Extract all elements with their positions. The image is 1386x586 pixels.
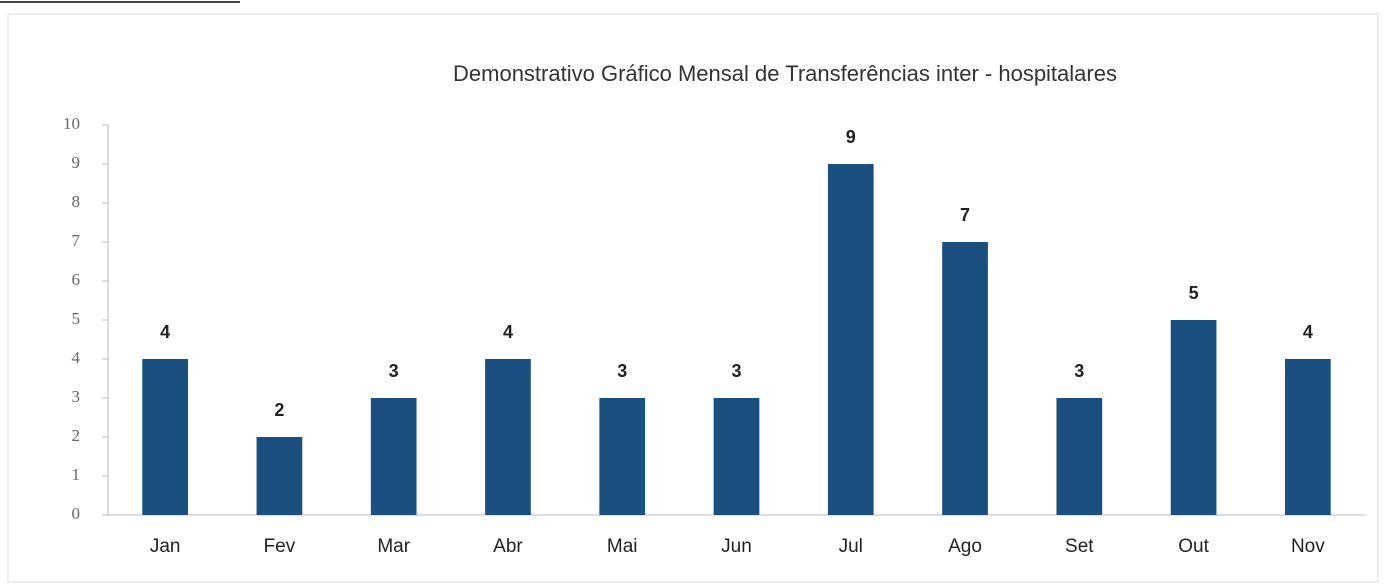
y-tick-label: 5 <box>72 309 81 328</box>
x-tick-label: Mar <box>377 536 410 557</box>
y-tick-label: 3 <box>72 387 81 406</box>
y-tick-label: 4 <box>72 348 81 367</box>
data-label: 3 <box>731 361 741 381</box>
data-label: 4 <box>1303 322 1313 342</box>
bar <box>713 398 760 515</box>
data-label: 5 <box>1189 283 1199 303</box>
data-label: 4 <box>160 322 170 342</box>
y-tick-label: 8 <box>72 192 81 211</box>
y-tick-label: 0 <box>72 504 81 523</box>
data-label: 4 <box>503 322 513 342</box>
x-tick-label: Mai <box>607 536 638 557</box>
x-tick-label: Set <box>1065 536 1094 557</box>
data-label: 3 <box>1074 361 1084 381</box>
bar <box>942 242 988 515</box>
y-tick-label: 7 <box>72 231 81 250</box>
bar <box>370 398 417 515</box>
bar <box>1170 320 1217 515</box>
x-tick-label: Jan <box>150 536 181 557</box>
y-tick-label: 6 <box>72 270 81 289</box>
x-tick-label: Jun <box>721 536 752 557</box>
x-tick-label: Fev <box>264 536 296 557</box>
y-tick-label: 10 <box>63 114 80 133</box>
chart-frame <box>7 13 1379 583</box>
x-tick-label: Out <box>1178 536 1209 557</box>
bar <box>827 164 874 515</box>
bar <box>1056 398 1103 515</box>
y-tick-label: 9 <box>72 153 81 172</box>
bar <box>142 359 188 515</box>
x-tick-label: Jul <box>839 536 863 557</box>
y-tick-label: 1 <box>72 465 81 484</box>
x-tick-label: Abr <box>493 536 523 557</box>
bar <box>1285 359 1331 515</box>
y-tick-label: 2 <box>72 426 81 445</box>
bar <box>485 359 531 515</box>
data-label: 2 <box>274 400 284 420</box>
x-tick-label: Ago <box>948 536 982 557</box>
x-tick-label: Nov <box>1291 536 1325 557</box>
data-label: 3 <box>617 361 627 381</box>
data-label: 3 <box>389 361 399 381</box>
data-label: 7 <box>960 205 970 225</box>
bar <box>599 398 646 515</box>
chart-title: Demonstrativo Gráfico Mensal de Transfer… <box>453 61 1117 86</box>
bar <box>256 437 303 515</box>
data-label: 9 <box>846 127 856 147</box>
